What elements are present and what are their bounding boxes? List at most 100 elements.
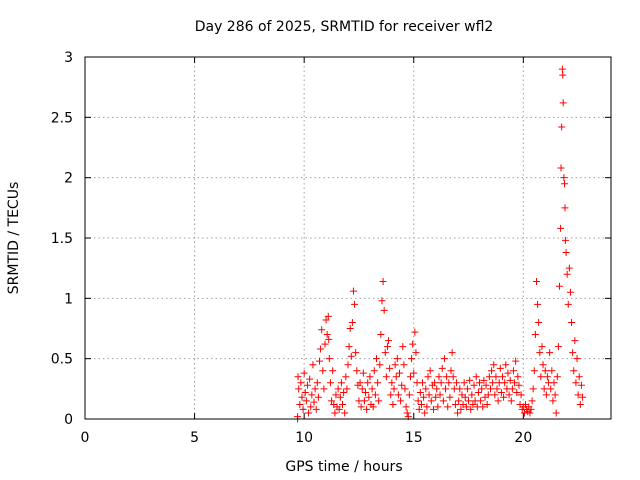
data-point bbox=[532, 277, 540, 285]
data-point bbox=[381, 349, 389, 357]
data-point bbox=[342, 373, 350, 381]
data-point bbox=[332, 391, 340, 399]
data-point bbox=[466, 376, 474, 384]
data-point bbox=[488, 367, 496, 375]
data-point bbox=[414, 397, 422, 405]
data-point bbox=[349, 287, 357, 295]
data-point bbox=[328, 397, 336, 405]
y-tick-label: 0 bbox=[64, 412, 73, 428]
data-point bbox=[408, 355, 416, 363]
data-point bbox=[443, 373, 451, 381]
data-point bbox=[369, 403, 377, 411]
data-point bbox=[564, 300, 572, 308]
data-point bbox=[334, 385, 342, 393]
data-point bbox=[380, 306, 388, 314]
data-point bbox=[550, 379, 558, 387]
data-point bbox=[339, 401, 347, 409]
data-point bbox=[528, 397, 536, 405]
data-point bbox=[506, 376, 514, 384]
data-point bbox=[541, 367, 549, 375]
data-point bbox=[431, 379, 439, 387]
data-point bbox=[402, 403, 410, 411]
data-point bbox=[552, 409, 560, 417]
data-point bbox=[555, 282, 563, 290]
data-points bbox=[294, 65, 587, 423]
data-point bbox=[387, 391, 395, 399]
data-point bbox=[300, 369, 308, 377]
data-point bbox=[465, 397, 473, 405]
data-point bbox=[563, 270, 571, 278]
data-point bbox=[297, 379, 305, 387]
data-point bbox=[489, 379, 497, 387]
data-point bbox=[302, 397, 310, 405]
data-point bbox=[389, 401, 397, 409]
data-point bbox=[422, 385, 430, 393]
data-point bbox=[570, 367, 578, 375]
x-axis-label: GPS time / hours bbox=[285, 459, 402, 475]
data-point bbox=[511, 379, 519, 387]
data-point bbox=[316, 357, 324, 365]
data-point bbox=[500, 393, 508, 401]
data-point bbox=[314, 393, 322, 401]
data-point bbox=[538, 343, 546, 351]
data-point bbox=[501, 379, 509, 387]
data-point bbox=[537, 373, 545, 381]
data-point bbox=[318, 326, 326, 334]
data-point bbox=[530, 367, 538, 375]
data-point bbox=[534, 300, 542, 308]
data-point bbox=[322, 316, 330, 324]
data-point bbox=[561, 204, 569, 212]
data-point bbox=[560, 174, 568, 182]
data-point bbox=[455, 397, 463, 405]
data-point bbox=[412, 349, 420, 357]
data-point bbox=[425, 391, 433, 399]
data-point bbox=[375, 397, 383, 405]
data-point bbox=[543, 373, 551, 381]
data-point bbox=[410, 369, 418, 377]
data-point bbox=[472, 373, 480, 381]
data-point bbox=[435, 373, 443, 381]
data-point bbox=[296, 401, 304, 409]
data-point bbox=[386, 364, 394, 372]
data-point bbox=[303, 381, 311, 389]
data-point bbox=[358, 385, 366, 393]
data-point bbox=[446, 393, 454, 401]
data-point bbox=[536, 349, 544, 357]
data-point bbox=[374, 379, 382, 387]
data-point bbox=[463, 385, 471, 393]
data-point bbox=[371, 391, 379, 399]
data-point bbox=[401, 385, 409, 393]
data-point bbox=[294, 373, 302, 381]
data-point bbox=[331, 409, 339, 417]
data-point bbox=[568, 318, 576, 326]
data-point bbox=[424, 373, 432, 381]
data-point bbox=[493, 385, 501, 393]
y-tick-label: 1.5 bbox=[51, 231, 73, 247]
data-point bbox=[325, 335, 333, 343]
data-point bbox=[483, 401, 491, 409]
data-point bbox=[461, 393, 469, 401]
data-point bbox=[383, 343, 391, 351]
data-point bbox=[527, 405, 535, 413]
data-point bbox=[554, 343, 562, 351]
data-point bbox=[403, 409, 411, 417]
data-point bbox=[575, 373, 583, 381]
data-point bbox=[517, 391, 525, 399]
data-point bbox=[320, 385, 328, 393]
data-point bbox=[479, 403, 487, 411]
data-point bbox=[351, 300, 359, 308]
data-point bbox=[347, 352, 355, 360]
data-point bbox=[353, 367, 361, 375]
data-point bbox=[504, 369, 512, 377]
data-point bbox=[365, 393, 373, 401]
data-point bbox=[514, 373, 522, 381]
data-point bbox=[457, 405, 465, 413]
data-point bbox=[565, 264, 573, 272]
data-point bbox=[439, 397, 447, 405]
data-point bbox=[372, 355, 380, 363]
data-point bbox=[411, 328, 419, 336]
data-point bbox=[377, 331, 385, 339]
data-point bbox=[326, 379, 334, 387]
data-point bbox=[335, 405, 343, 413]
